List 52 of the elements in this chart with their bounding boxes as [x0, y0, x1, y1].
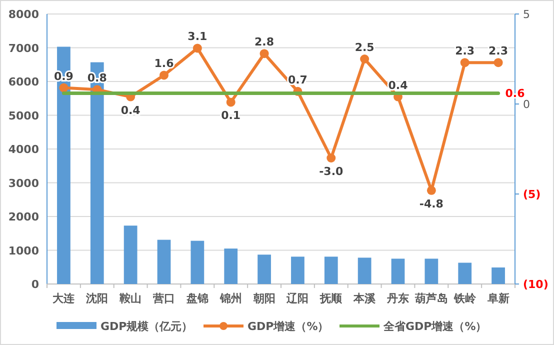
y2-tick-label: (5) [523, 188, 541, 201]
data-label: -3.0 [319, 165, 344, 178]
point [494, 58, 503, 68]
x-tick-label: 鞍山 [118, 292, 142, 305]
point [226, 98, 236, 107]
y2-tick-label: 0 [523, 98, 530, 111]
point [460, 58, 470, 68]
point [426, 186, 436, 195]
data-label: 2.3 [488, 44, 508, 58]
point [326, 154, 336, 162]
y-tick-label: 6000 [8, 76, 40, 88]
data-label: 2.8 [254, 36, 274, 49]
data-label: 2.5 [354, 41, 374, 54]
x-tick-label: 营口 [152, 292, 175, 305]
x-tick-label: 铁岭 [452, 292, 477, 305]
data-label: -4.8 [419, 197, 444, 210]
point [59, 83, 68, 92]
x-tick-label: 大连 [52, 292, 76, 305]
y-tick-label: 1000 [8, 244, 40, 258]
x-tick-label: 丹东 [386, 292, 409, 305]
legend-label: GDP增速（%） [248, 320, 329, 333]
point [360, 54, 370, 64]
y-tick-label: 5000 [8, 109, 40, 122]
x-tick-label: 葫芦岛 [414, 292, 448, 305]
x-tick-label: 锦州 [218, 292, 242, 305]
point [192, 44, 202, 53]
y-tick-label: 7000 [8, 42, 40, 55]
y-tick-label: 8000 [8, 8, 40, 21]
y-tick-label: 3000 [8, 176, 40, 190]
x-tick-label: 朝阳 [252, 292, 276, 305]
x-tick-label: 沈阳 [85, 292, 108, 305]
legend-label: 全省GDP增速（%） [382, 320, 487, 333]
x-tick-label: 阜新 [486, 292, 510, 305]
x-tick-label: 辽阳 [286, 292, 309, 305]
data-label: 0.4 [120, 104, 141, 117]
data-label: 0.4 [388, 78, 408, 92]
data-label: 0.1 [221, 109, 241, 122]
data-label: 0.7 [288, 73, 308, 86]
x-tick-label: 盘锦 [185, 292, 208, 305]
point [160, 70, 168, 80]
y2-tick-label: (10) [523, 278, 548, 291]
data-label: 3.1 [188, 30, 208, 44]
legend-label: GDP规模（亿元） [100, 320, 193, 333]
point [260, 49, 269, 58]
data-label: 1.6 [154, 57, 174, 70]
x-tick-label: 抚顺 [319, 292, 344, 305]
y-tick-label: 4000 [8, 143, 40, 156]
y2-tick-label: 5 [523, 8, 530, 21]
x-tick-label: 本溪 [352, 292, 377, 305]
data-label: 2.3 [455, 44, 475, 58]
y-tick-label: 0 [31, 278, 40, 291]
y-tick-label: 2000 [8, 210, 40, 224]
